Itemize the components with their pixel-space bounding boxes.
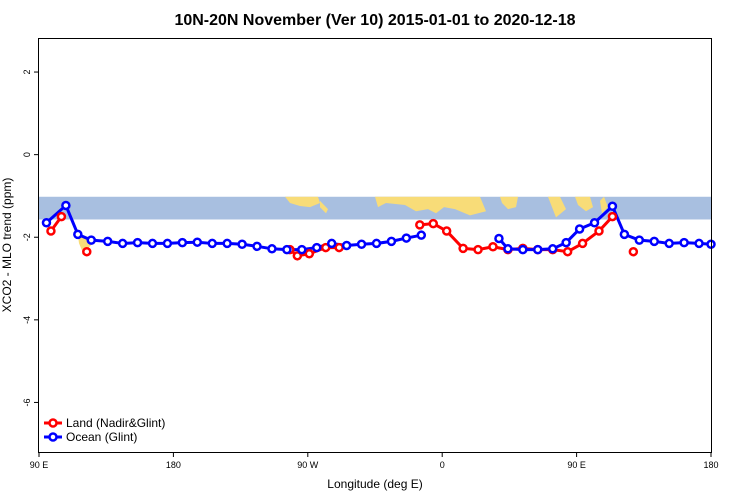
series-1-point-18 — [312, 242, 322, 253]
series-1-line-1 — [497, 204, 712, 252]
map-land-4 — [375, 196, 486, 216]
series-0-point-8 — [415, 220, 425, 230]
map-land-2 — [285, 196, 320, 208]
y-tick-label-3: -4 — [22, 316, 32, 324]
series-1-point-8 — [162, 238, 173, 249]
series-0-point-1 — [56, 211, 67, 222]
y-tick-label-2: -2 — [22, 233, 32, 241]
series-1-point-15 — [267, 244, 277, 254]
y-axis: 2 0 -2 -4 -6 — [22, 70, 39, 406]
y-tick-label-4: -6 — [22, 398, 32, 406]
legend-label-1: Ocean (Glint) — [66, 430, 137, 444]
series-1-point-36 — [634, 235, 645, 245]
series-1-point-38 — [664, 238, 674, 249]
series-1-point-6 — [132, 237, 143, 248]
series-0-point-10 — [441, 226, 452, 236]
series-1-point-39 — [679, 237, 689, 248]
series-0-point-4 — [292, 251, 303, 261]
series-1-point-10 — [192, 237, 203, 247]
legend: Land (Nadir&Glint)Ocean (Glint) — [44, 416, 165, 444]
series-1-point-27 — [503, 244, 513, 254]
series-1-point-14 — [252, 241, 262, 252]
x-axis-label: Longitude (deg E) — [327, 477, 422, 491]
series-0-point-20 — [594, 226, 604, 236]
series-1-point-37 — [649, 236, 660, 247]
series-1-point-23 — [386, 236, 397, 247]
series-0-point-12 — [473, 244, 483, 255]
x-tick-label-4: 90 E — [567, 460, 586, 470]
series-0-point-2 — [82, 246, 92, 257]
y-axis-label: XCO2 - MLO trend (ppm) — [0, 178, 14, 313]
series-0-point-0 — [46, 226, 56, 236]
series-1-point-5 — [117, 238, 128, 249]
series-1-point-34 — [607, 201, 618, 212]
series-1-point-9 — [177, 237, 188, 248]
series-1-point-21 — [356, 239, 367, 250]
series-0-point-9 — [428, 218, 438, 229]
series-0-point-6 — [320, 242, 331, 253]
series-1-point-35 — [619, 229, 630, 240]
series-points — [41, 200, 716, 261]
map-land-8 — [600, 196, 608, 214]
x-tick-label-3: 0 — [440, 460, 445, 470]
map-ocean — [39, 196, 711, 220]
series-1-point-4 — [102, 236, 113, 247]
series-0-point-22 — [628, 246, 639, 257]
series-0-point-7 — [334, 242, 344, 253]
series-1-point-2 — [73, 229, 83, 240]
series-1-point-13 — [237, 239, 247, 250]
series-1-point-17 — [297, 244, 307, 255]
series-0-point-21 — [607, 211, 618, 222]
series-0-point-13 — [488, 241, 498, 252]
series-1-point-19 — [326, 238, 337, 249]
series-1-point-30 — [547, 244, 558, 254]
chart-title: 10N-20N November (Ver 10) 2015-01-01 to … — [174, 12, 575, 29]
series-1-point-3 — [86, 235, 97, 245]
series-1-point-16 — [282, 244, 292, 255]
series-1-point-12 — [222, 238, 232, 249]
legend-label-0: Land (Nadir&Glint) — [66, 416, 165, 430]
y-tick-label-1: 0 — [22, 152, 32, 157]
map-land-5 — [500, 196, 518, 210]
legend-marker-1 — [48, 432, 58, 442]
map-land-7 — [575, 196, 593, 212]
map-band — [39, 196, 711, 255]
series-1-point-25 — [416, 230, 427, 240]
series-0-point-11 — [458, 243, 468, 254]
plot-frame — [38, 38, 712, 453]
series-1-point-20 — [341, 240, 352, 251]
series-0-point-5 — [304, 249, 315, 259]
series-1-point-32 — [574, 224, 585, 234]
series-1-point-11 — [207, 238, 217, 249]
series-0-point-19 — [577, 238, 588, 249]
series-1-point-29 — [533, 244, 543, 255]
series-1-point-28 — [518, 244, 528, 255]
series-1-point-7 — [147, 238, 158, 249]
series-1-point-22 — [371, 238, 382, 249]
series-1-point-26 — [494, 233, 504, 244]
y-tick-label-0: 2 — [22, 70, 32, 75]
series-1-point-40 — [694, 238, 704, 249]
x-axis: 90 E 180 90 W 0 90 E 180 — [30, 452, 719, 470]
series-1-point-0 — [41, 218, 52, 228]
series-1-point-1 — [61, 200, 71, 211]
series-1-point-31 — [561, 237, 571, 248]
x-tick-label-0: 90 E — [30, 460, 49, 470]
map-land-3 — [320, 200, 328, 214]
x-tick-label-5: 180 — [703, 460, 718, 470]
series-1-point-33 — [589, 218, 600, 228]
x-tick-label-2: 90 W — [297, 460, 319, 470]
series-0-point-18 — [562, 246, 573, 257]
x-tick-label-1: 180 — [166, 460, 181, 470]
legend-marker-0 — [48, 418, 58, 428]
map-land-6 — [548, 196, 566, 218]
series-1-point-24 — [401, 233, 412, 243]
